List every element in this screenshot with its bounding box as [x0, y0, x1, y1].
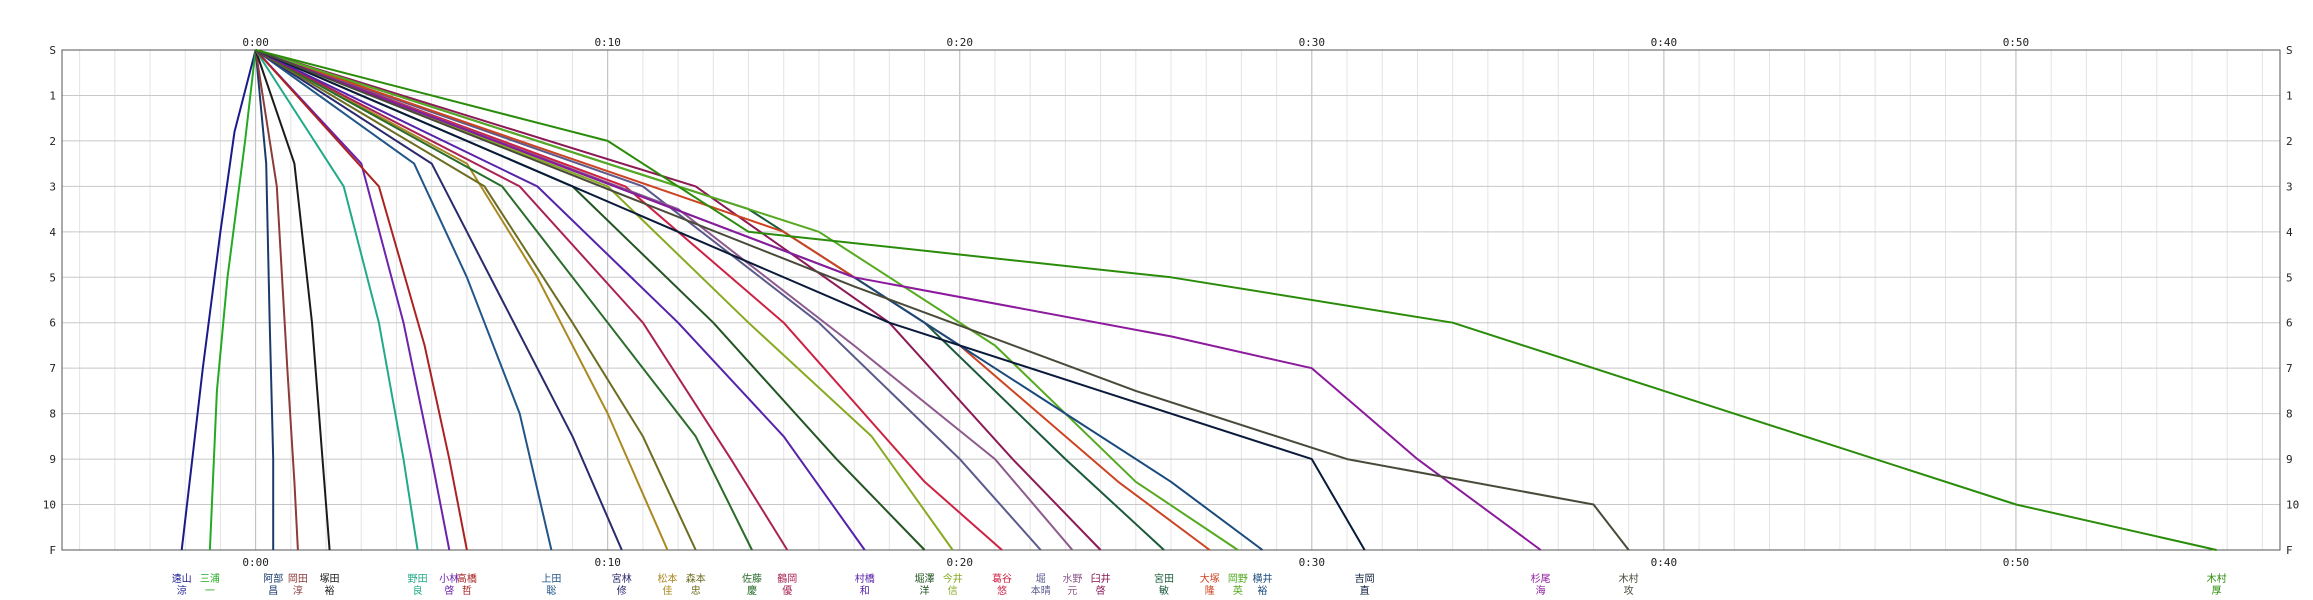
runner-label: 堀本晴	[1031, 573, 1051, 597]
left-y-tick-label: S	[49, 44, 56, 57]
runner-label: 上田聡	[541, 573, 561, 597]
right-y-tick-label: 9	[2286, 453, 2293, 466]
runner-label: 鶴岡優	[777, 572, 797, 597]
left-y-tick-label: 2	[49, 135, 56, 148]
top-x-tick-label: 0:40	[1651, 36, 1678, 49]
runner-label: 木村厚	[2207, 572, 2227, 597]
series-line	[254, 49, 451, 551]
top-axis-ticks: 0:00 0:10 0:20 0:30 0:40 0:50	[242, 36, 2029, 49]
right-y-tick-label: 6	[2286, 317, 2293, 330]
bottom-x-tick-label: 0:30	[1299, 556, 1326, 569]
series-line	[255, 49, 789, 551]
left-y-tick-label: F	[49, 544, 56, 557]
right-y-tick-label: 1	[2286, 89, 2293, 102]
runner-label: 宮林修	[612, 572, 632, 597]
runner-label: 水野元	[1062, 573, 1082, 597]
series-line	[255, 49, 2217, 551]
bottom-axis-ticks: 0:00 0:10 0:20 0:30 0:40 0:50	[242, 556, 2029, 569]
runner-label: 横井裕	[1253, 572, 1273, 597]
left-y-tick-label: 9	[49, 453, 56, 466]
runner-label: 松本佳	[658, 572, 678, 597]
top-x-tick-label: 0:10	[594, 36, 621, 49]
right-y-tick-label: 8	[2286, 408, 2293, 421]
bottom-x-tick-label: 0:50	[2003, 556, 2030, 569]
left-y-tick-label: 10	[43, 499, 56, 512]
runner-label: 村橋和	[855, 572, 875, 597]
runner-label: 塚田裕	[320, 573, 340, 597]
series-line	[255, 49, 1074, 551]
runner-label: 森本忠	[686, 572, 706, 597]
series-line	[254, 49, 419, 551]
runner-label: 木村攻	[1619, 572, 1639, 597]
bottom-x-tick-label: 0:10	[594, 556, 621, 569]
chart-axes	[61, 49, 2281, 551]
right-y-tick-label: 2	[2286, 135, 2293, 148]
series-line	[255, 49, 866, 551]
runner-label: 岡田淳	[288, 573, 308, 597]
series-line	[255, 49, 1366, 551]
top-x-tick-label: 0:30	[1299, 36, 1326, 49]
runner-label: 吉岡直	[1355, 573, 1375, 597]
top-x-tick-label: 0:00	[242, 36, 269, 49]
series-line	[255, 49, 753, 551]
runner-label: 杉尾海	[1531, 572, 1551, 597]
runner-label: 臼井啓	[1091, 572, 1111, 597]
runner-label: 小林啓	[439, 572, 459, 597]
right-y-tick-label: 7	[2286, 362, 2293, 375]
runner-label: 宮田敏	[1154, 572, 1174, 597]
left-y-tick-label: 4	[49, 226, 56, 239]
top-x-tick-label: 0:50	[2003, 36, 2030, 49]
series-line	[255, 49, 1042, 551]
right-y-tick-label: F	[2286, 544, 2293, 557]
series-lines	[180, 49, 2217, 551]
right-y-tick-label: 3	[2286, 180, 2293, 193]
left-y-tick-label: 1	[49, 89, 56, 102]
series-line	[255, 49, 1542, 551]
series-line	[255, 49, 1239, 551]
series-line	[254, 49, 299, 551]
runner-label: 岡野英	[1228, 573, 1248, 597]
series-line	[208, 49, 257, 551]
series-line	[255, 49, 623, 551]
runner-label: 堀澤洋	[915, 573, 935, 597]
top-x-tick-label: 0:20	[947, 36, 974, 49]
runner-label: 佐藤慶	[742, 573, 762, 597]
runner-label: 三浦一	[200, 572, 220, 597]
series-line	[255, 49, 954, 551]
bottom-x-tick-label: 0:40	[1651, 556, 1678, 569]
right-y-tick-label: 4	[2286, 226, 2293, 239]
series-line	[255, 49, 1630, 551]
series-line	[255, 49, 669, 551]
runner-label: 野田良	[408, 573, 428, 597]
runner-label: 今井信	[943, 572, 963, 597]
runner-label: 高橋哲	[457, 572, 477, 597]
right-y-tick-label: 10	[2286, 499, 2299, 512]
bottom-x-tick-label: 0:20	[947, 556, 974, 569]
series-line	[255, 49, 553, 551]
plot-frame	[61, 49, 2281, 551]
runner-label: 遠山涼	[172, 572, 192, 597]
right-y-tick-label: 5	[2286, 271, 2293, 284]
runner-label: 大塚隆	[1200, 572, 1220, 597]
runner-label: 阿部昌	[263, 572, 283, 597]
runner-label: 葛谷悠	[992, 572, 1012, 597]
left-y-tick-label: 6	[49, 317, 56, 330]
left-y-tick-label: 3	[49, 180, 56, 193]
bottom-x-tick-label: 0:00	[242, 556, 269, 569]
right-axis-ticks: S 1 2 3 4 5 6 7 8 9 10 F	[2286, 44, 2299, 557]
left-y-tick-label: 7	[49, 362, 56, 375]
left-y-tick-label: 8	[49, 408, 56, 421]
series-line	[180, 49, 257, 551]
series-line	[255, 49, 697, 551]
right-y-tick-label: S	[2286, 44, 2293, 57]
series-line	[254, 49, 275, 550]
series-line	[254, 49, 468, 551]
left-axis-ticks: S 1 2 3 4 5 6 7 8 9 10 F	[43, 44, 57, 557]
left-y-tick-label: 5	[49, 271, 56, 284]
series-line	[254, 49, 331, 551]
series-line	[255, 49, 1003, 551]
